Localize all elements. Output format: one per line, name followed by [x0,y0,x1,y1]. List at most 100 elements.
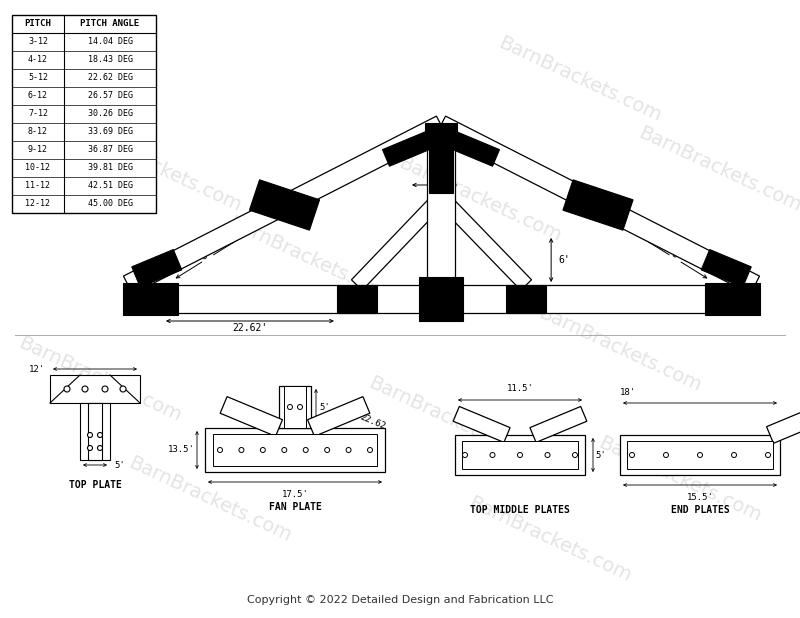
Text: 5-12: 5-12 [28,74,48,82]
Circle shape [462,452,467,457]
Text: 18': 18' [620,388,636,397]
Polygon shape [453,407,510,442]
Text: 22.62': 22.62' [232,323,267,333]
Text: 8-12: 8-12 [28,127,48,137]
Circle shape [260,447,266,452]
Circle shape [298,405,302,410]
Bar [279,386,311,428]
Text: 14.04 DEG: 14.04 DEG [87,38,133,46]
Text: 17.5': 17.5' [282,490,309,499]
Text: 6-12: 6-12 [28,91,48,101]
Polygon shape [307,397,370,436]
Polygon shape [438,127,499,166]
Text: 36.87 DEG: 36.87 DEG [87,145,133,154]
Circle shape [545,452,550,457]
Text: 3-12: 3-12 [28,38,48,46]
Bar [506,285,546,313]
Bar [128,285,755,313]
Polygon shape [705,283,760,315]
Text: 15.5': 15.5' [686,493,714,502]
Circle shape [64,386,70,392]
Bar [128,285,163,313]
Circle shape [518,452,522,457]
Polygon shape [563,180,633,230]
Text: 12': 12' [29,365,45,373]
Circle shape [82,386,88,392]
Text: TOP PLATE: TOP PLATE [69,480,122,490]
Text: BarnBrackets.com: BarnBrackets.com [226,214,394,306]
Bar [337,285,377,313]
Circle shape [731,452,737,457]
Text: 33.69 DEG: 33.69 DEG [87,127,133,137]
Polygon shape [123,116,446,294]
Polygon shape [220,397,282,436]
Circle shape [102,386,108,392]
Text: 11-12: 11-12 [26,182,50,190]
Circle shape [87,446,93,451]
Bar [419,277,463,321]
Polygon shape [382,127,445,166]
Circle shape [87,433,93,438]
Polygon shape [436,192,531,290]
Circle shape [98,433,102,438]
Polygon shape [437,116,759,294]
Text: 6': 6' [558,255,570,265]
Circle shape [120,386,126,392]
Text: BarnBrackets.com: BarnBrackets.com [395,154,565,246]
Text: 6': 6' [669,248,684,262]
Text: 4-12: 4-12 [28,56,48,64]
Bar [12,15,156,213]
Bar [425,123,457,146]
Text: 11.5': 11.5' [506,384,534,393]
Polygon shape [132,250,182,287]
Text: 22.62: 22.62 [358,412,387,431]
Text: 5': 5' [595,451,606,460]
Polygon shape [530,407,587,442]
Text: 45.00 DEG: 45.00 DEG [87,200,133,208]
Text: Copyright © 2022 Detailed Design and Fabrication LLC: Copyright © 2022 Detailed Design and Fab… [246,595,554,605]
Bar [213,434,377,466]
Text: 30.26 DEG: 30.26 DEG [87,109,133,119]
Bar [88,403,102,460]
Circle shape [282,447,286,452]
Text: BarnBrackets.com: BarnBrackets.com [635,124,800,216]
Text: 5': 5' [319,402,330,412]
Text: 22.62 DEG: 22.62 DEG [87,74,133,82]
Text: 6': 6' [430,172,442,182]
Bar [720,285,755,313]
Polygon shape [123,283,178,315]
Text: FAN PLATE: FAN PLATE [269,502,322,512]
Bar [462,441,578,469]
Circle shape [218,447,222,452]
Bar [427,125,455,285]
Text: 12-12: 12-12 [26,200,50,208]
Polygon shape [250,180,319,230]
Text: BarnBrackets.com: BarnBrackets.com [535,304,705,396]
Text: 42.51 DEG: 42.51 DEG [87,182,133,190]
Text: 9-12: 9-12 [28,145,48,154]
Bar [205,428,385,472]
Polygon shape [702,250,751,287]
Circle shape [698,452,702,457]
Bar [429,143,453,193]
Circle shape [98,446,102,451]
Text: BarnBrackets.com: BarnBrackets.com [595,434,765,526]
Circle shape [766,452,770,457]
Text: 6': 6' [199,248,214,262]
Text: 39.81 DEG: 39.81 DEG [87,164,133,172]
Bar [627,441,773,469]
Circle shape [573,452,578,457]
Bar [284,386,306,428]
Circle shape [490,452,495,457]
Polygon shape [766,404,800,443]
Circle shape [239,447,244,452]
Text: 18.43 DEG: 18.43 DEG [87,56,133,64]
Circle shape [287,405,293,410]
Bar [421,285,461,313]
Text: 26.57 DEG: 26.57 DEG [87,91,133,101]
Bar [620,435,780,475]
Text: TOP MIDDLE PLATES: TOP MIDDLE PLATES [470,505,570,515]
Text: BarnBrackets.com: BarnBrackets.com [495,34,665,126]
Circle shape [630,452,634,457]
Text: 5': 5' [114,460,125,470]
